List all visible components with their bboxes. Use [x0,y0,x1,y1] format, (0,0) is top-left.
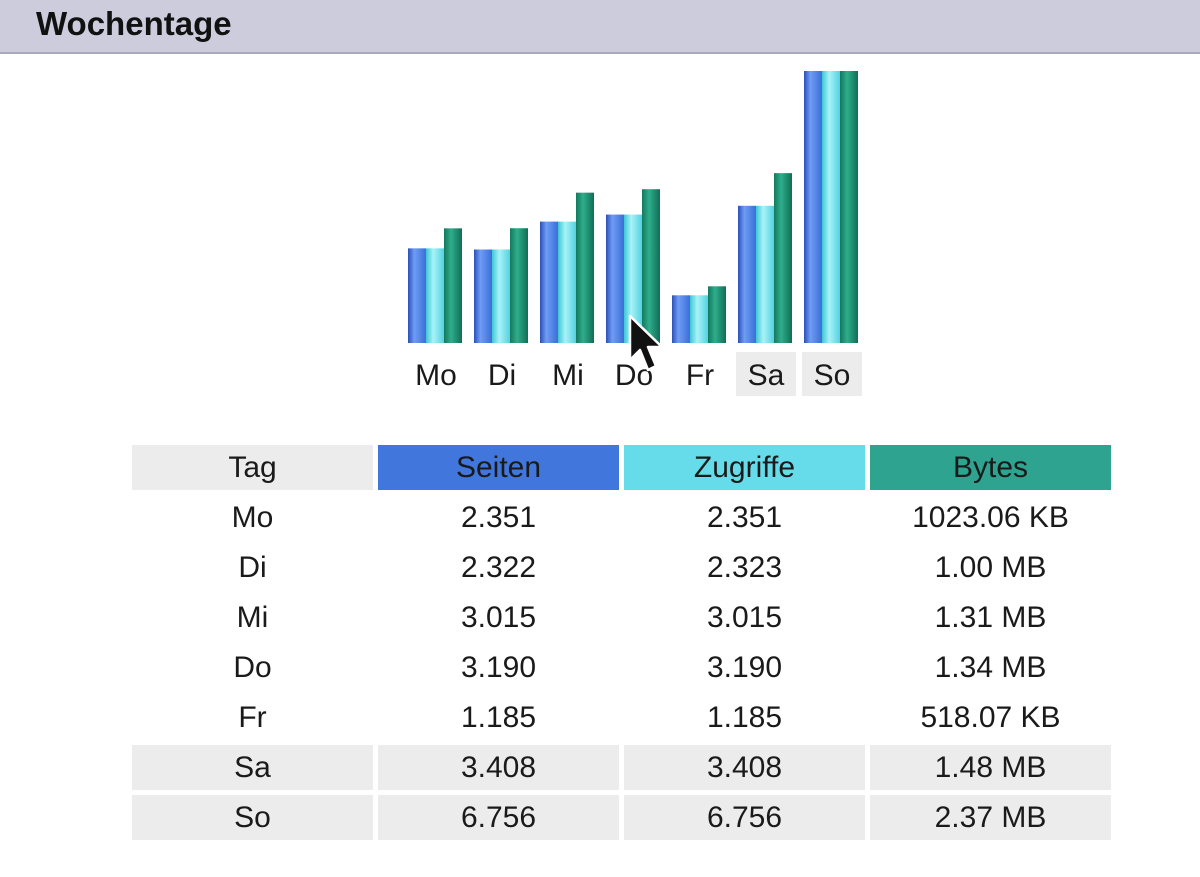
cell-seiten: 3.408 [378,745,619,790]
x-tick-label: Fr [686,359,714,392]
x-tick-label: Di [488,359,516,392]
section-title: Wochentage [36,5,232,42]
bar-bytes-mi [576,192,594,343]
cell-zugriffe: 3.408 [624,745,865,790]
bar-seiten-mi [540,221,558,343]
column-header-bytes: Bytes [870,445,1111,490]
bar-seiten-so [804,71,822,343]
mouse-pointer-icon [628,314,664,372]
cell-bytes: 1.31 MB [934,601,1047,634]
cell-zugriffe: 3.015 [706,601,783,634]
cell-bytes: 2.37 MB [870,795,1111,840]
x-tick-label: Mo [415,359,457,392]
cell-seiten: 2.322 [460,551,537,584]
table-row: Mo 2.351 2.351 1023.06 KB [132,495,1111,540]
cell-tag: Sa [132,745,373,790]
bar-bytes-di [510,228,528,343]
bar-bytes-mo [444,228,462,343]
cell-bytes: 1.48 MB [870,745,1111,790]
bar-seiten-sa [738,205,756,343]
column-header-seiten: Seiten [378,445,619,490]
table-row: Do 3.190 3.190 1.34 MB [132,645,1111,690]
bar-bytes-do [642,189,660,343]
cell-tag: Mo [231,501,274,534]
cell-seiten: 1.185 [460,701,537,734]
x-tick-label: Mi [552,359,584,392]
bar-zugriffe-do [624,214,642,343]
x-tick-label: Sa [748,359,785,392]
bar-zugriffe-so [822,71,840,343]
cell-tag: So [132,795,373,840]
table-row: Di 2.322 2.323 1.00 MB [132,545,1111,590]
bar-seiten-do [606,214,624,343]
table-header-row: Tag Seiten Zugriffe Bytes [132,445,1111,490]
cell-seiten: 3.015 [460,601,537,634]
weekend-label-bg [736,352,796,396]
weekday-bar-chart: Mo Di Mi Do Fr Sa So [408,71,862,396]
weekday-stats-table: Tag Seiten Zugriffe Bytes Mo 2.351 2.351… [127,440,1116,845]
cell-tag: Di [238,551,267,584]
cell-bytes: 1023.06 KB [912,501,1069,534]
cell-zugriffe: 1.185 [706,701,783,734]
bar-bytes-fr [708,286,726,343]
cell-bytes: 1.34 MB [934,651,1047,684]
table-row: So 6.756 6.756 2.37 MB [132,795,1111,840]
table-row: Fr 1.185 1.185 518.07 KB [132,695,1111,740]
cell-tag: Mi [236,601,269,634]
x-tick-label: So [814,359,851,392]
bar-zugriffe-mi [558,221,576,343]
bar-bytes-sa [774,173,792,343]
bar-seiten-fr [672,295,690,343]
cell-zugriffe: 2.323 [706,551,783,584]
column-header-tag: Tag [132,445,373,490]
cell-seiten: 2.351 [460,501,537,534]
table-row: Mi 3.015 3.015 1.31 MB [132,595,1111,640]
bar-bytes-so [840,71,858,343]
cell-zugriffe: 6.756 [624,795,865,840]
cell-zugriffe: 3.190 [706,651,783,684]
bar-zugriffe-fr [690,295,708,343]
table-row: Sa 3.408 3.408 1.48 MB [132,745,1111,790]
bar-zugriffe-di [492,249,510,343]
bar-zugriffe-mo [426,248,444,343]
cell-zugriffe: 2.351 [706,501,783,534]
cell-bytes: 1.00 MB [934,551,1047,584]
cell-bytes: 518.07 KB [920,701,1061,734]
bar-zugriffe-sa [756,205,774,343]
cell-seiten: 6.756 [378,795,619,840]
cell-seiten: 3.190 [460,651,537,684]
cell-tag: Do [233,651,272,684]
cell-tag: Fr [238,701,267,734]
bar-seiten-di [474,249,492,343]
weekend-label-bg [802,352,862,396]
section-header: Wochentage [0,0,1200,54]
bar-seiten-mo [408,248,426,343]
column-header-zugriffe: Zugriffe [624,445,865,490]
